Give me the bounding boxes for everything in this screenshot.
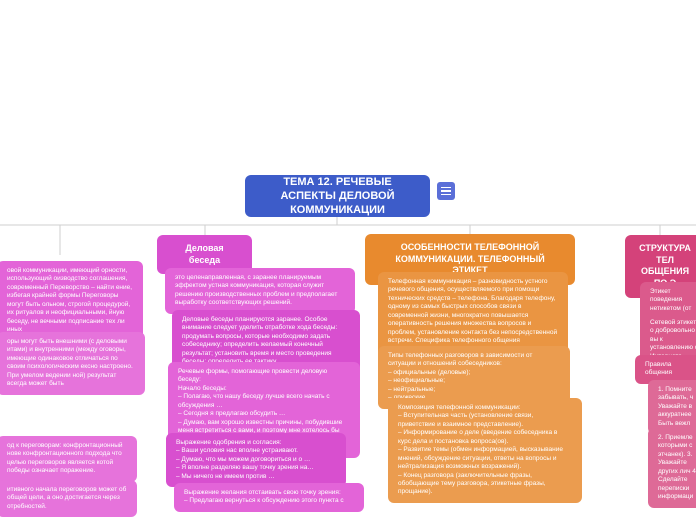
leftitem-s1-0[interactable]: овой коммуникации, имеющий орности, испо… xyxy=(0,261,143,341)
item-s1-0[interactable]: это целенаправленная, с заранее планируе… xyxy=(165,268,355,314)
leftitem-s1-1[interactable]: оры могут быть внешними (с деловыми итам… xyxy=(0,332,145,395)
item-s3-3[interactable]: 1. Помните забывать, ч Уважайте в аккура… xyxy=(648,380,696,434)
root-title: ТЕМА 12. РЕЧЕВЫЕ АСПЕКТЫ ДЕЛОВОЙ КОММУНИ… xyxy=(261,175,414,218)
item-s1-3[interactable]: Выражение одобрения и согласия: – Ваши у… xyxy=(166,433,346,487)
menu-icon[interactable] xyxy=(437,182,455,200)
root-node[interactable]: ТЕМА 12. РЕЧЕВЫЕ АСПЕКТЫ ДЕЛОВОЙ КОММУНИ… xyxy=(245,175,430,217)
leftitem-s1-3[interactable]: итивного начала переговоров может об общ… xyxy=(0,480,137,517)
item-s2-2[interactable]: Композиция телефонной коммуникации: – Вс… xyxy=(388,398,582,503)
leftitem-s1-2[interactable]: од к переговорам: конфронтационный нове … xyxy=(0,436,137,482)
mindmap-canvas: ТЕМА 12. РЕЧЕВЫЕ АСПЕКТЫ ДЕЛОВОЙ КОММУНИ… xyxy=(0,0,696,520)
item-s3-4[interactable]: 2. Приемле которыми с этчанек). 3. Уважа… xyxy=(648,428,696,508)
item-s1-4[interactable]: Выражение желания отстаивать свою точку … xyxy=(174,483,364,512)
